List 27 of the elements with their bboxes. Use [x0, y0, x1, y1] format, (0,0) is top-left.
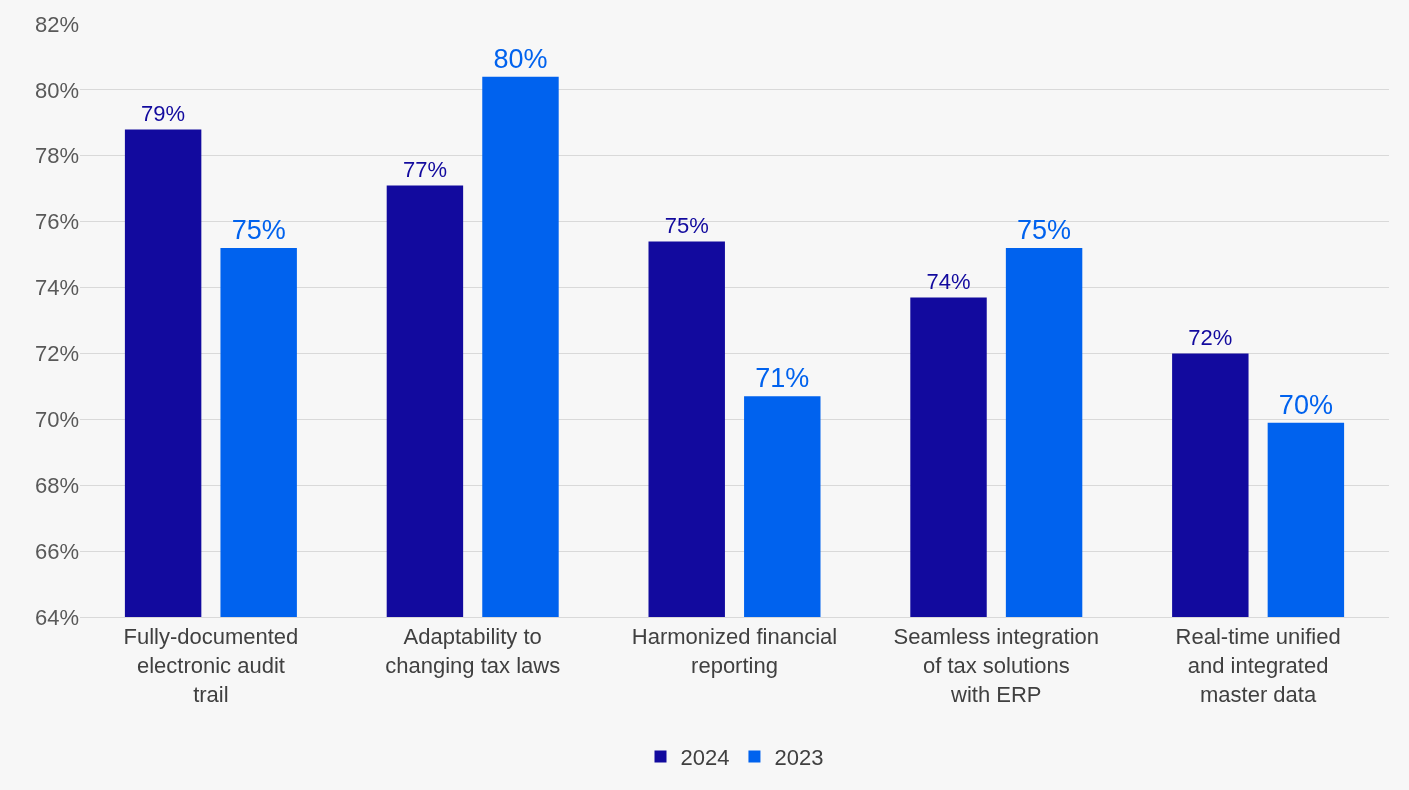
- data-label: 75%: [1017, 215, 1072, 246]
- legend-label: 2024: [680, 744, 730, 770]
- data-label: 72%: [1188, 325, 1233, 351]
- data-label: 79%: [141, 101, 186, 127]
- x-tick-label: Seamless integration of tax solutions with ERP: [893, 624, 1100, 707]
- y-tick-label: 82%: [34, 11, 79, 37]
- data-label: 71%: [755, 363, 810, 394]
- data-label: 80%: [493, 43, 548, 74]
- y-tick-label: 74%: [34, 275, 79, 301]
- y-tick-label: 80%: [34, 77, 79, 103]
- y-tick-label: 70%: [34, 407, 79, 433]
- data-label: 75%: [231, 215, 286, 246]
- data-label: 70%: [1278, 389, 1333, 420]
- legend-label: 2023: [774, 744, 824, 770]
- data-label: 74%: [926, 269, 971, 295]
- data-label: 75%: [664, 213, 709, 239]
- y-tick-label: 68%: [34, 472, 79, 498]
- x-tick-label: Fully-documented electronic audit trail: [123, 624, 299, 707]
- y-tick-label: 76%: [34, 209, 79, 235]
- x-tick-label: Real-time unified and integrated master data: [1175, 624, 1341, 707]
- x-tick-label: Harmonized financial reporting: [631, 624, 838, 678]
- y-tick-label: 66%: [34, 538, 79, 564]
- y-tick-label: 72%: [34, 341, 79, 367]
- x-tick-label: Adaptability to changing tax laws: [385, 624, 561, 678]
- data-label: 77%: [402, 157, 447, 183]
- y-tick-label: 78%: [34, 143, 79, 169]
- y-tick-label: 64%: [34, 604, 79, 630]
